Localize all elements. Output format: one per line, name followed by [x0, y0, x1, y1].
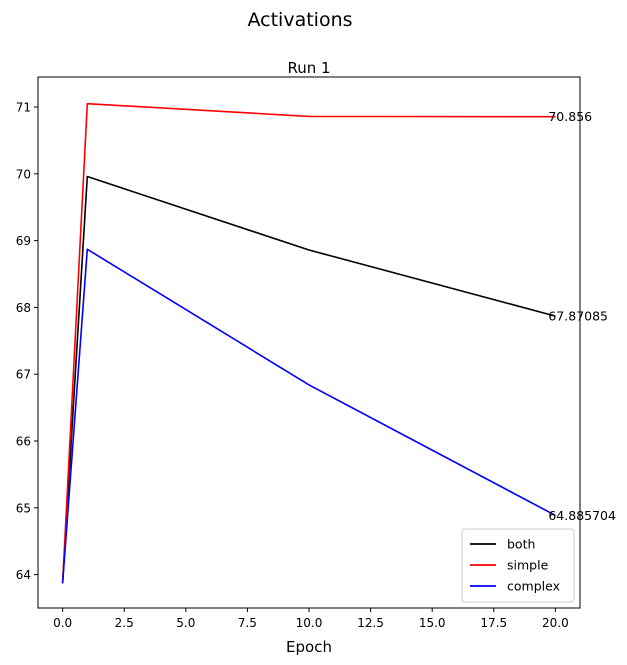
x-tick-label: 5.0	[176, 616, 195, 630]
x-tick-label: 17.5	[480, 616, 507, 630]
x-axis-label: Epoch	[286, 638, 332, 656]
x-tick-label: 7.5	[238, 616, 257, 630]
legend-label-both: both	[507, 537, 535, 552]
plot-area: 0.0 2.5 5.0 7.5 10.0 12.5 15.0 17.5 20.0 64 65 66 67…	[16, 101, 616, 630]
x-tick-label: 0.0	[53, 616, 72, 630]
y-tick-label: 67	[16, 368, 31, 382]
x-tick-label: 20.0	[542, 616, 569, 630]
series-line-simple	[61, 102, 556, 584]
x-tick-label: 12.5	[357, 616, 384, 630]
x-tick-label: 10.0	[296, 616, 323, 630]
end-label-complex: 64.885704	[548, 508, 616, 523]
legend-label-simple: simple	[507, 558, 549, 573]
y-tick-label: 65	[16, 501, 31, 515]
series-line-both	[61, 175, 556, 584]
end-label-both: 67.87085	[548, 309, 608, 324]
end-label-simple: 70.856	[548, 109, 592, 124]
y-tick-label: 69	[16, 234, 31, 248]
series-line-complex	[61, 248, 556, 584]
legend-box	[461, 528, 575, 603]
legend: both simple complex	[461, 528, 575, 603]
y-tick-label: 71	[16, 101, 31, 115]
y-tick-label: 70	[16, 167, 31, 181]
y-tick-label: 66	[16, 435, 31, 449]
legend-label-complex: complex	[507, 579, 560, 594]
x-tick-label: 2.5	[115, 616, 134, 630]
axes-frame	[37, 76, 581, 609]
plot-title: Run 1	[287, 59, 330, 77]
figure-title: Activations	[247, 9, 352, 31]
y-tick-label: 64	[16, 568, 31, 582]
y-tick-label: 68	[16, 301, 31, 315]
x-tick-label: 15.0	[419, 616, 446, 630]
